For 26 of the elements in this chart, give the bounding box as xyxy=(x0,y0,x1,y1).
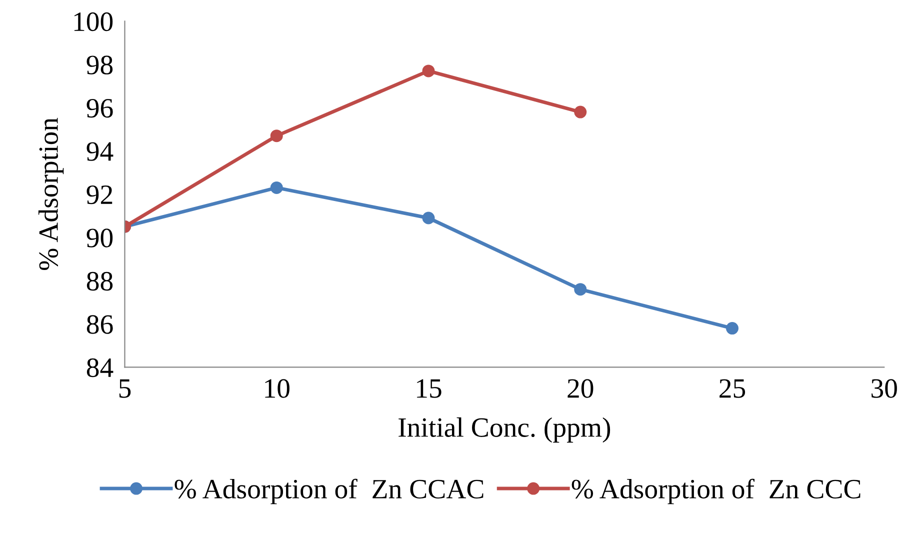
y-tick-label: 96 xyxy=(86,98,113,118)
y-tick-label: 100 xyxy=(74,12,113,32)
point xyxy=(422,64,435,78)
y-axis-title: % Adsorption xyxy=(38,118,64,270)
x-axis-title: Initial Conc. (ppm) xyxy=(398,417,610,443)
x-tick-label: 30 xyxy=(872,379,897,398)
legend-label: % Adsorption of Zn CCC xyxy=(572,478,860,504)
point xyxy=(422,212,435,224)
y-tick-label: 90 xyxy=(86,228,113,248)
x-tick-label: 5 xyxy=(119,379,131,398)
point xyxy=(574,106,587,118)
y-tick-label: 88 xyxy=(86,272,113,291)
x-tick-label: 15 xyxy=(417,379,442,398)
y-tick-label: 84 xyxy=(86,358,114,378)
point xyxy=(726,322,738,335)
point xyxy=(270,130,283,142)
x-tick-label: 25 xyxy=(720,379,746,398)
point xyxy=(270,181,283,194)
y-tick-label: 86 xyxy=(86,315,113,334)
x-tick-label: 20 xyxy=(568,379,594,398)
legend-label: % Adsorption of Zn CCAC xyxy=(174,478,484,504)
point xyxy=(574,283,587,296)
y-tick-label: 94 xyxy=(86,142,114,161)
y-tick-label: 98 xyxy=(86,56,113,74)
x-tick-label: 10 xyxy=(265,379,290,398)
y-tick-label: 92 xyxy=(86,185,112,204)
